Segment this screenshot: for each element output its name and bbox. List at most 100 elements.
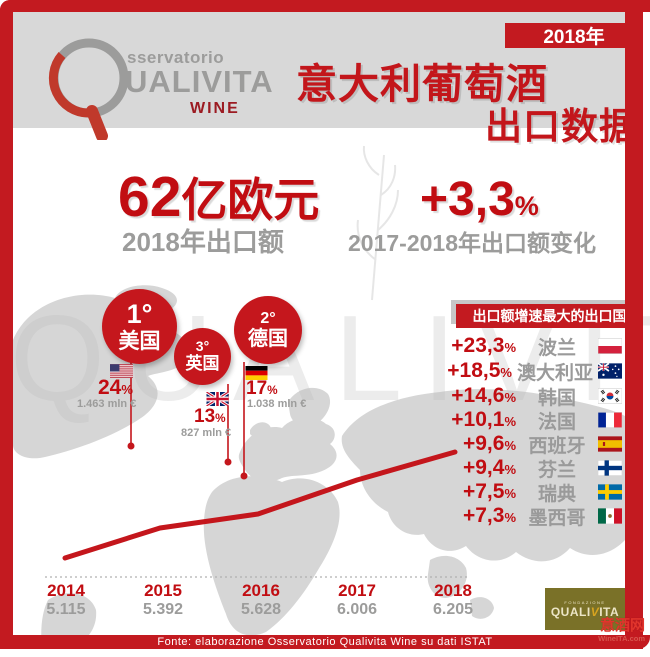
growth-value: +10,1%	[451, 408, 516, 431]
growth-label: 2017-2018年出口额变化	[348, 230, 596, 256]
magnifier-icon	[48, 38, 129, 140]
map-scandinavia	[288, 387, 331, 427]
bubble-usa-name: 美国	[118, 329, 161, 353]
bubble-germany-rank: 2°	[260, 310, 276, 328]
site-watermark: 意酒网 WineITA.com	[598, 617, 645, 643]
source-text: Fonte: elaborazione Osservatorio Qualivi…	[157, 636, 493, 648]
growth-value: +18,5%	[447, 359, 512, 382]
bubble-uk-name: 英国	[185, 353, 220, 373]
bubble-uk-rank: 3°	[195, 338, 210, 355]
flag-fr-icon	[598, 412, 622, 428]
timeline-value: 5.392	[142, 601, 184, 618]
growth-country: 澳大利亚	[516, 362, 593, 384]
bubble-germany: 2° 德国	[234, 296, 302, 364]
uk-share: 13%	[194, 406, 226, 427]
usa-amount: 1.463 mln €	[77, 398, 137, 410]
logo-text-qualivita: UALIVITA	[125, 64, 274, 99]
flag-se-icon	[598, 484, 622, 500]
timeline-2016: 2016 5.628	[226, 581, 296, 619]
bubble-usa-rank: 1°	[126, 299, 153, 330]
connector-dots	[127, 442, 248, 480]
growth-row-poland: +23,3% 波兰	[440, 334, 622, 359]
timeline-2017: 2017 6.006	[322, 581, 392, 619]
timeline-year: 2017	[338, 581, 376, 600]
map-asia	[341, 389, 625, 562]
frame-top-bar	[0, 0, 650, 12]
growth-country: 芬兰	[537, 459, 576, 481]
growth-row-australia: +18,5% 澳大利亚	[440, 359, 622, 384]
timeline-2014: 2014 5.115	[31, 581, 101, 619]
growth-country: 西班牙	[528, 435, 586, 457]
vine-v-icon: V	[590, 604, 600, 619]
flag-de-icon	[245, 366, 268, 380]
export-value-stat: 62亿欧元	[118, 164, 319, 230]
timeline-2015: 2015 5.392	[128, 581, 198, 619]
logo-text-wine: WINE	[190, 100, 240, 117]
frame-right-bar	[625, 0, 643, 649]
growth-value: +9,4%	[462, 456, 516, 479]
export-value-number: 62	[118, 165, 182, 229]
timeline-year: 2014	[47, 581, 85, 600]
growth-percent-sign: %	[514, 191, 539, 221]
growth-panel-title: 出口额增速最大的出口国	[456, 304, 643, 328]
flag-kr-icon	[598, 388, 622, 404]
usa-share: 24%	[98, 376, 133, 399]
qualivita-logo-top-text: FONDAZIONE	[564, 599, 606, 605]
qualivita-foundation-logo: FONDAZIONE QUALIVITA	[545, 588, 625, 630]
timeline-value: 5.628	[240, 601, 282, 618]
growth-row-finland: +9,4% 芬兰	[440, 456, 622, 481]
export-value-label: 2018年出口额	[122, 227, 284, 257]
growth-country: 韩国	[537, 387, 576, 409]
flag-gb-icon	[206, 392, 229, 406]
title-line2: 出口数据	[485, 106, 637, 147]
growth-value: +14,6%	[451, 384, 516, 407]
growth-row-south-korea: +14,6% 韩国	[440, 384, 622, 409]
flag-us-icon	[110, 364, 133, 378]
growth-value: +9,6%	[462, 432, 516, 455]
growth-country: 墨西哥	[528, 507, 586, 529]
flag-mx-icon	[598, 508, 622, 524]
year-badge: 2018年	[505, 23, 643, 48]
germany-amount: 1.038 mln €	[247, 398, 307, 410]
bubble-uk: 3° 英国	[174, 328, 231, 385]
qualivita-logo-main-text: QUALIVITA	[550, 604, 620, 619]
germany-share: 17%	[246, 378, 278, 399]
growth-number: +3,3	[420, 173, 515, 226]
timeline-value: 6.006	[336, 601, 378, 618]
map-british-isles	[250, 422, 271, 438]
osservatorio-qualivita-logo: sservatorio UALIVITA WINE	[35, 30, 273, 140]
map-island	[470, 597, 494, 619]
flag-es-icon	[598, 436, 622, 452]
growth-row-sweden: +7,5% 瑞典	[440, 480, 622, 505]
footer-bar: Fonte: elaborazione Osservatorio Qualivi…	[0, 635, 650, 649]
frame-left-bar	[0, 0, 13, 649]
logo-text-osservatorio: sservatorio	[127, 48, 225, 67]
growth-row-spain: +9,6% 西班牙	[440, 432, 622, 457]
growth-value: +7,3%	[462, 504, 516, 527]
title-line1: 意大利葡萄酒	[296, 61, 548, 107]
site-watermark-url: WineITA.com	[598, 633, 645, 643]
flag-fi-icon	[598, 460, 622, 476]
growth-stat: +3,3%	[420, 172, 539, 227]
growth-row-france: +10,1% 法国	[440, 408, 622, 433]
timeline-year: 2015	[144, 581, 182, 600]
growth-country: 瑞典	[537, 483, 576, 505]
export-value-unit: 亿欧元	[181, 174, 320, 226]
timeline-year: 2016	[242, 581, 280, 600]
uk-amount: 827 mln €	[181, 427, 232, 439]
flag-pl-icon	[598, 338, 622, 354]
site-watermark-cn: 意酒网	[599, 617, 645, 634]
timeline-2018: 2018 6.205	[418, 581, 488, 619]
growth-country: 波兰	[537, 337, 576, 359]
flag-au-icon	[598, 363, 622, 379]
bubble-germany-name: 德国	[248, 327, 288, 350]
bubble-usa: 1° 美国	[102, 289, 177, 364]
growth-country: 法国	[537, 411, 576, 433]
timeline-year: 2018	[434, 581, 472, 600]
export-trend-line	[62, 449, 458, 561]
growth-row-mexico: +7,3% 墨西哥	[440, 504, 622, 529]
growth-value: +7,5%	[462, 480, 516, 503]
growth-value: +23,3%	[451, 334, 516, 357]
